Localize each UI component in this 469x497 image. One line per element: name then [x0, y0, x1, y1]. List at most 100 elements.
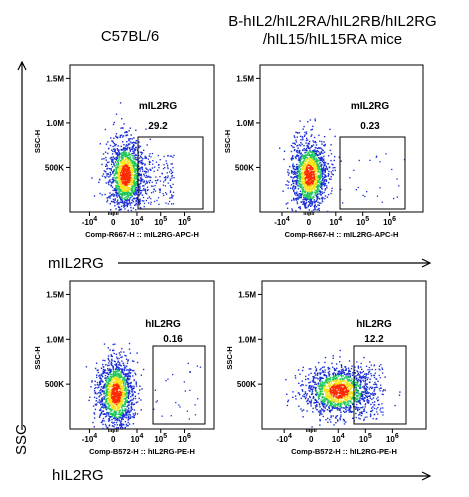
data-point [101, 398, 103, 400]
data-point [133, 183, 135, 185]
data-point [356, 397, 358, 399]
data-point [121, 193, 123, 195]
data-point [305, 181, 307, 184]
data-point [304, 131, 306, 134]
data-point [122, 390, 124, 392]
data-point [309, 168, 312, 170]
data-point [102, 387, 104, 389]
data-point [100, 367, 103, 369]
data-point [124, 378, 127, 381]
gate-rectangle [339, 136, 406, 210]
data-point [307, 182, 309, 184]
data-point [104, 176, 106, 178]
data-point [298, 132, 301, 134]
data-point [113, 388, 115, 390]
data-point [125, 144, 128, 146]
data-point [108, 418, 110, 420]
data-point [142, 179, 144, 181]
data-point [317, 150, 320, 153]
data-point [344, 384, 346, 386]
data-point [106, 391, 109, 393]
data-point [115, 191, 117, 194]
data-point [287, 169, 289, 171]
data-point [111, 355, 113, 358]
data-point [132, 170, 134, 172]
data-point [309, 160, 311, 163]
data-point [125, 191, 128, 193]
data-point [295, 141, 298, 143]
data-point [121, 171, 123, 174]
data-point [150, 198, 152, 200]
data-point [169, 191, 172, 193]
data-point [112, 193, 114, 195]
data-point [349, 410, 352, 413]
data-point [116, 186, 118, 188]
data-point [312, 385, 314, 387]
data-point [120, 391, 123, 394]
data-point [106, 175, 108, 177]
data-point [97, 387, 99, 389]
x-tick-label: 105 [359, 433, 372, 444]
data-point [302, 175, 305, 177]
data-point [114, 415, 116, 417]
data-point [299, 178, 301, 181]
data-point [119, 375, 121, 377]
data-point [121, 127, 123, 129]
data-point [100, 401, 103, 403]
data-point [125, 355, 127, 357]
data-point [123, 123, 125, 125]
data-point [133, 385, 135, 387]
data-point [324, 169, 326, 171]
data-point [311, 392, 313, 394]
data-point [126, 195, 128, 198]
data-point [300, 186, 303, 188]
data-point [109, 203, 111, 205]
data-point [126, 378, 128, 380]
data-point [305, 394, 308, 396]
data-point [129, 147, 131, 150]
data-point [123, 168, 125, 170]
data-point [314, 140, 316, 143]
data-point [117, 177, 120, 179]
data-point [117, 193, 119, 195]
data-point [104, 128, 107, 131]
data-point [132, 147, 134, 149]
data-point [123, 203, 126, 205]
data-point [321, 167, 323, 169]
data-point [116, 201, 118, 203]
data-point [132, 393, 134, 395]
data-point [360, 397, 363, 400]
data-point [116, 166, 119, 168]
data-point [116, 173, 119, 176]
data-point [170, 415, 172, 417]
data-point [312, 388, 314, 390]
data-point [117, 388, 119, 390]
x-tick-label: 106 [178, 433, 191, 444]
data-point [117, 191, 119, 193]
data-point [302, 137, 304, 139]
data-point [299, 196, 301, 198]
data-point [121, 388, 123, 390]
data-point [130, 190, 133, 192]
data-point [123, 144, 125, 146]
data-point [298, 177, 300, 179]
data-point [128, 375, 130, 378]
data-point [148, 175, 150, 177]
data-point [313, 153, 315, 155]
gate-name-label: hIL2RG [145, 319, 181, 330]
data-point [118, 186, 120, 189]
data-point [127, 161, 129, 163]
data-point [108, 161, 110, 163]
data-point [120, 351, 122, 353]
data-point [304, 149, 306, 152]
data-point [139, 145, 142, 148]
data-point [320, 176, 323, 178]
data-point [301, 136, 303, 138]
data-point [290, 157, 292, 160]
data-point [348, 383, 351, 385]
data-point [143, 180, 146, 182]
data-point [136, 413, 139, 415]
data-point [113, 413, 115, 416]
data-point [118, 413, 120, 415]
data-point [123, 200, 125, 202]
